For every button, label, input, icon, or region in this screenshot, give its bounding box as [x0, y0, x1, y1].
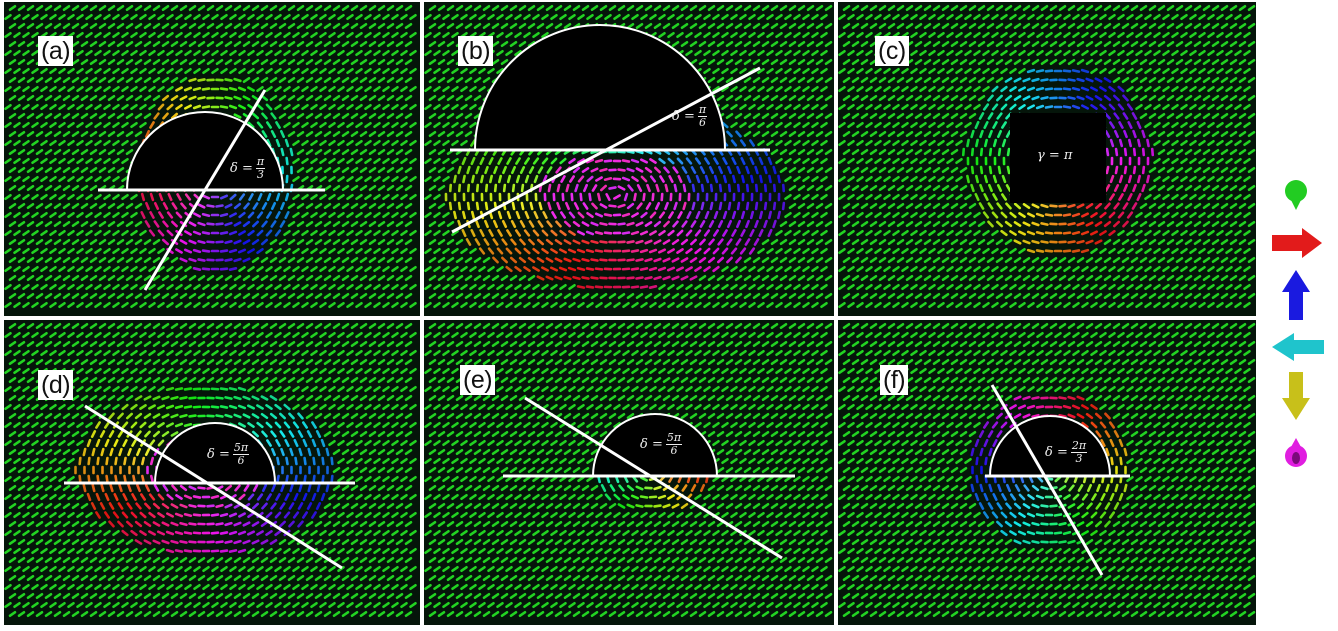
panel-label-c: (c)	[875, 36, 909, 66]
arrow-right-icon	[1272, 228, 1322, 258]
arrow-left-icon	[1272, 333, 1324, 361]
sphere-down-shade	[1292, 452, 1300, 464]
core-square	[1010, 113, 1106, 203]
panel-label-e: (e)	[460, 365, 495, 395]
panel-label-b: (b)	[458, 36, 493, 66]
arrow-up-icon	[1282, 270, 1310, 320]
panel-label-f: (f)	[880, 365, 908, 395]
annotation-overlay-c	[1010, 113, 1106, 203]
panel-label-d: (d)	[38, 370, 73, 400]
sphere-down-tail	[1291, 438, 1301, 447]
sphere-tail	[1291, 200, 1301, 210]
spin-legend	[1272, 180, 1324, 467]
panel-label-a: (a)	[38, 36, 73, 66]
sphere-icon	[1285, 180, 1307, 202]
arrow-down-icon	[1282, 372, 1310, 420]
